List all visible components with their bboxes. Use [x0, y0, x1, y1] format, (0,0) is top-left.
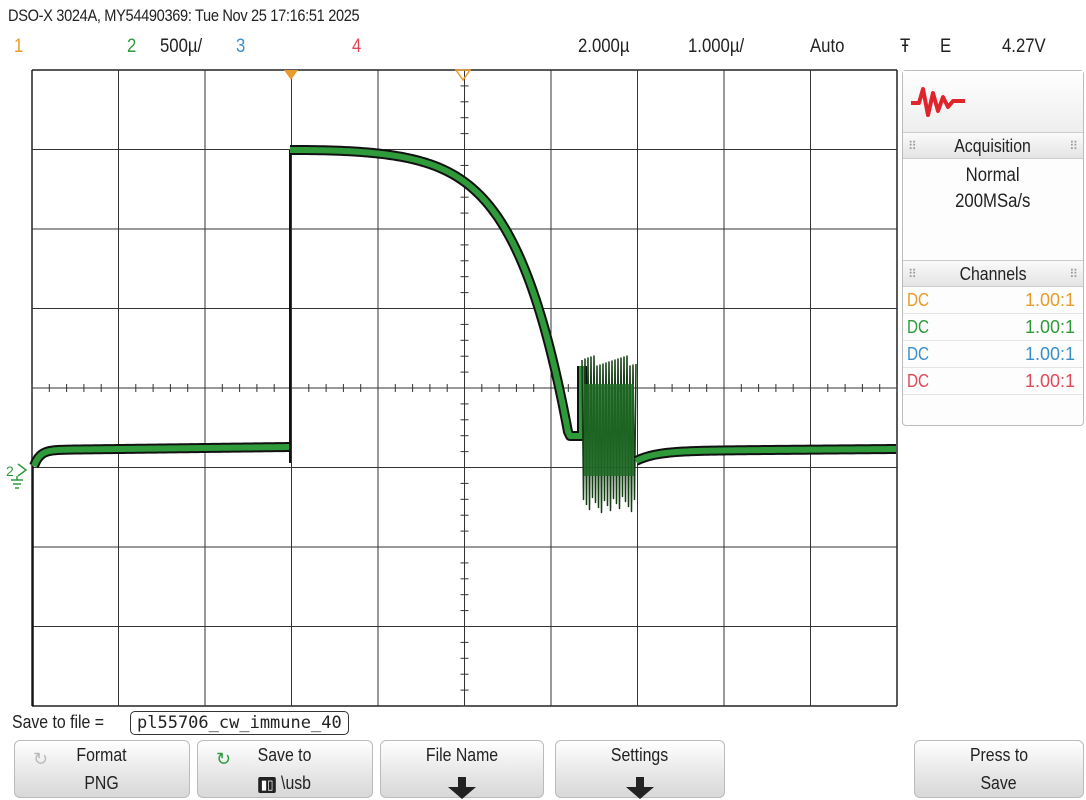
probe-ratio: 1.00:1 [1024, 371, 1075, 391]
trigger-source: E [940, 36, 952, 57]
channel-3-indicator[interactable]: 3 [236, 36, 246, 57]
ground-symbol-icon [11, 463, 28, 489]
time-reference-icon [454, 69, 472, 82]
acquisition-mode: Normal [966, 165, 1020, 186]
probe-ratio: 1.00:1 [1024, 344, 1075, 364]
probe-ratio: 1.00:1 [1024, 290, 1075, 310]
arrow-down-icon [626, 777, 654, 799]
waveform-display[interactable]: 2 [0, 66, 900, 712]
trigger-level: 4.27V [1002, 36, 1046, 57]
refresh-icon: ↻ [33, 749, 49, 769]
channel-coupling: DC [907, 317, 930, 337]
press-to-save-softkey[interactable]: Press to Save [914, 740, 1084, 798]
file-name-softkey[interactable]: File Name [380, 740, 544, 799]
filename-field[interactable]: pl55706_cw_immune_40 [130, 711, 349, 735]
acquisition-heading[interactable]: ⠿ Acquisition ⠿ [903, 133, 1083, 159]
save-to-file-label: Save to file = [12, 712, 105, 732]
window-title: DSO-X 3024A, MY54490369: Tue Nov 25 17:1… [8, 6, 360, 25]
grip-icon: ⠿ [908, 139, 917, 153]
trigger-mode: Auto [810, 36, 845, 57]
horizontal-position: 2.000µ [578, 36, 630, 57]
channel-row[interactable]: DC 1.00:1 [903, 287, 1083, 314]
channel-2-scale: 500µ/ [160, 36, 203, 57]
grip-icon: ⠿ [1069, 139, 1078, 153]
waveform-logo-icon [911, 87, 965, 117]
channel-4-indicator[interactable]: 4 [352, 36, 362, 57]
acquisition-body: Normal 200MSa/s [903, 159, 1083, 261]
channel-row[interactable]: DC 1.00:1 [903, 314, 1083, 341]
usb-drive-icon: ▮▯ [258, 777, 276, 793]
channel-2-trace [29, 145, 899, 706]
side-panel: ⠿ Acquisition ⠿ Normal 200MSa/s ⠿ Channe… [902, 70, 1084, 426]
sample-rate: 200MSa/s [955, 191, 1031, 212]
probe-ratio: 1.00:1 [1024, 317, 1075, 337]
graticule: 2 [6, 69, 899, 707]
channel-coupling: DC [907, 371, 930, 391]
channel-2-indicator[interactable]: 2 [127, 36, 137, 57]
channels-heading[interactable]: ⠿ Channels ⠿ [903, 261, 1083, 287]
save-to-file-bar: Save to file = pl55706_cw_immune_40 [12, 711, 349, 735]
agilent-logo [903, 71, 1083, 133]
arrow-down-icon [448, 777, 476, 799]
status-bar: 1 2 500µ/ 3 4 2.000µ 1.000µ/ Auto Ŧ E 4.… [0, 36, 1086, 66]
refresh-icon: ↻ [216, 749, 232, 769]
time-per-division: 1.000µ/ [688, 36, 745, 57]
channel-1-indicator[interactable]: 1 [14, 36, 24, 57]
grip-icon: ⠿ [1069, 267, 1078, 281]
format-softkey[interactable]: ↻ Format PNG [14, 740, 190, 798]
channel-row[interactable]: DC 1.00:1 [903, 341, 1083, 368]
channel-2-ground-marker: 2 [6, 463, 28, 489]
grip-icon: ⠿ [908, 267, 917, 281]
channel-coupling: DC [907, 344, 930, 364]
settings-softkey[interactable]: Settings [555, 740, 725, 799]
channel-row[interactable]: DC 1.00:1 [903, 368, 1083, 395]
trigger-marker-icon [284, 70, 298, 80]
save-to-softkey[interactable]: ↻ Save to ▮▯ \usb [197, 740, 373, 798]
channel-coupling: DC [907, 290, 930, 310]
trigger-slope-icon: Ŧ [900, 36, 911, 57]
ground-channel-label: 2 [6, 463, 14, 479]
